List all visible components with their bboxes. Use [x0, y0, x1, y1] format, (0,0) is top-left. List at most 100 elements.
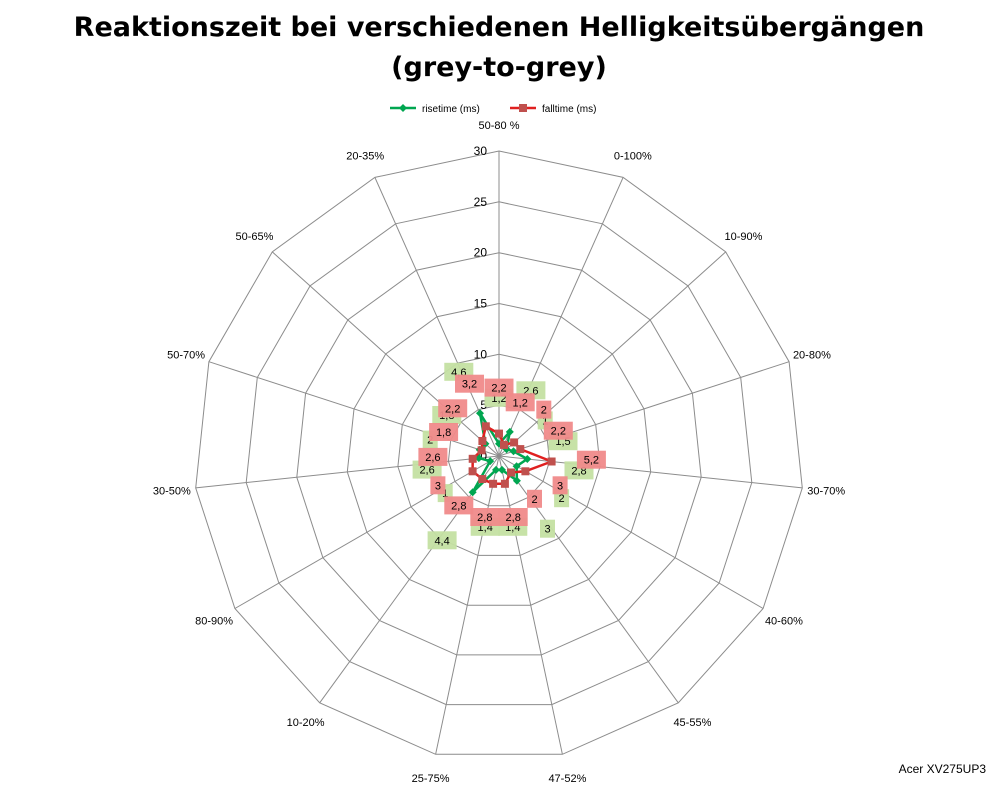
falltime-point: [478, 437, 487, 445]
data-label: 2,6: [425, 452, 440, 464]
tick-label: 15: [474, 297, 488, 311]
data-label: 1: [542, 415, 548, 427]
legend-entry: falltime (ms): [542, 104, 596, 115]
data-label: 2,2: [445, 403, 460, 415]
tick-label: 0: [480, 449, 487, 463]
category-label: 30-70%: [807, 485, 845, 497]
category-labels: 50-80 % 0-100% 10-90% 20-80% 30-70% 40-60% 45-…: [153, 120, 846, 785]
tick-label: 30: [474, 144, 488, 158]
data-label: 2,2: [491, 383, 506, 395]
series-layer: [468, 409, 556, 497]
data-label-box: [536, 400, 552, 419]
data-label: 2: [531, 494, 537, 506]
legend-swatch-marker: [519, 104, 527, 112]
data-label-box: [429, 423, 459, 441]
category-label: 47-52%: [548, 773, 586, 785]
data-label: 3: [435, 480, 441, 492]
falltime-point: [500, 479, 509, 488]
legend-entry: risetime (ms): [422, 104, 480, 115]
data-label: 2: [541, 405, 547, 417]
category-label: 10-90%: [725, 231, 763, 243]
grid-spoke: [195, 455, 500, 489]
data-label-box: [484, 378, 514, 397]
falltime-point: [495, 429, 503, 438]
data-label-box: [527, 489, 542, 508]
data-label: 5,2: [584, 455, 599, 467]
falltime-point: [468, 467, 477, 476]
data-label-box: [470, 508, 500, 526]
grid-ring: [296, 252, 702, 656]
data-label: 2,8: [477, 512, 492, 524]
category-label: 45-55%: [673, 717, 711, 729]
grid-spoke: [498, 455, 679, 704]
tick-label: 10: [474, 347, 488, 361]
grid-spoke: [498, 361, 790, 457]
risetime-point: [509, 447, 518, 456]
data-label-box: [543, 421, 573, 440]
data-label: 3: [557, 480, 563, 492]
data-label: 2: [559, 493, 565, 505]
grid-spoke: [498, 455, 563, 755]
category-label: 0-100%: [614, 150, 652, 162]
falltime-point: [478, 475, 487, 483]
grid-ring: [346, 302, 652, 606]
falltime-point: [468, 454, 477, 463]
falltime-point: [481, 422, 490, 431]
falltime-point: [507, 468, 515, 477]
watermark: Acer XV275UP3: [898, 762, 986, 776]
data-label-box: [418, 447, 448, 466]
legend-swatch-marker: [399, 104, 407, 112]
category-label: 25-75%: [412, 773, 450, 785]
grid-ring: [397, 353, 601, 556]
grid-spoke: [271, 251, 500, 457]
data-label-box: [438, 399, 468, 418]
grid-spoke: [435, 455, 500, 755]
data-label: 3,2: [462, 379, 477, 391]
risetime-point: [486, 457, 495, 466]
grid-spoke: [498, 177, 624, 457]
data-labels-layer: 1,22,611,52,8231,41,44,412,621,84,62,21,…: [412, 362, 606, 550]
falltime-point: [516, 445, 525, 454]
legend: risetime (ms) falltime (ms): [390, 104, 596, 115]
data-label: 2,8: [506, 512, 521, 524]
falltime-point: [547, 457, 556, 466]
data-label: 1,8: [436, 427, 451, 439]
data-label-box: [576, 450, 606, 469]
risetime-point: [468, 488, 477, 497]
data-label: 1,2: [513, 397, 528, 409]
data-label-box: [444, 496, 474, 515]
risetime-point: [505, 427, 514, 436]
tick-label: 25: [474, 195, 488, 209]
grid-spoke: [498, 455, 764, 609]
category-label: 50-80 %: [479, 120, 520, 132]
falltime-point: [477, 446, 486, 455]
category-label: 30-50%: [153, 485, 191, 497]
risetime-point: [498, 465, 506, 474]
tick-label: 5: [480, 398, 487, 412]
data-label-box: [427, 531, 457, 550]
category-label: 80-90%: [195, 616, 233, 628]
category-label: 20-35%: [346, 150, 384, 162]
data-label-box: [430, 476, 446, 495]
risetime-point: [492, 465, 500, 474]
data-label: 2,2: [551, 426, 566, 438]
category-label: 20-80%: [793, 349, 831, 361]
grid-spoke: [498, 455, 803, 489]
chart-title: Reaktionszeit bei verschiedenen Helligke…: [0, 8, 998, 88]
grid-ring: [245, 201, 753, 706]
risetime-point: [476, 409, 484, 418]
risetime-point: [512, 476, 521, 485]
radial-tick-labels: 0 5 10 15 20 25 30: [474, 144, 488, 463]
grid-spoke: [374, 177, 500, 457]
data-label: 4,4: [434, 535, 449, 547]
radar-grid: [195, 150, 803, 755]
data-label: 2,8: [451, 500, 466, 512]
data-label: 2,6: [419, 465, 434, 477]
data-label-box: [455, 374, 484, 393]
title-line-1: Reaktionszeit bei verschiedenen Helligke…: [73, 12, 925, 43]
category-label: 50-65%: [236, 231, 274, 243]
grid-spoke: [234, 455, 500, 609]
category-label: 50-70%: [167, 349, 205, 361]
data-label-box: [498, 508, 528, 526]
